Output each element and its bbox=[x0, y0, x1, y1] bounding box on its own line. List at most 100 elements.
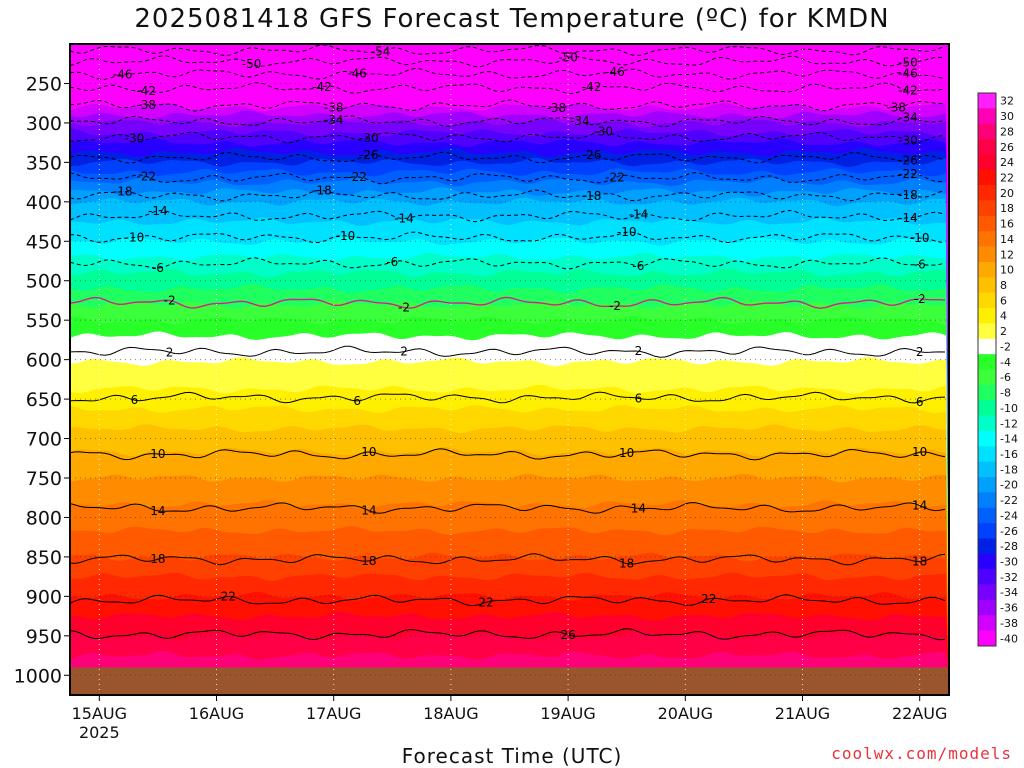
x-tick-label: 19AUG bbox=[540, 704, 595, 723]
contour-label: -18 bbox=[312, 183, 332, 197]
x-tick-label: 17AUG bbox=[306, 704, 361, 723]
colorbar-label: 32 bbox=[1000, 95, 1014, 108]
colorbar-swatch bbox=[978, 599, 996, 616]
colorbar-label: -4 bbox=[1000, 356, 1011, 369]
contour-line bbox=[69, 296, 946, 309]
colorbar-label: 2 bbox=[1000, 325, 1007, 338]
contour-label: -22 bbox=[605, 170, 625, 184]
contour-line bbox=[69, 99, 946, 112]
contour-label: -30 bbox=[125, 131, 145, 145]
contour-label: -6 bbox=[632, 259, 644, 273]
y-tick-label: 550 bbox=[26, 310, 62, 332]
contour-line bbox=[69, 257, 946, 270]
y-tick-label: 450 bbox=[26, 231, 62, 253]
colorbar-label: -24 bbox=[1000, 509, 1018, 522]
contour-label: -34 bbox=[324, 113, 344, 127]
credit-link[interactable]: coolwx.com/models bbox=[831, 744, 1012, 763]
colorbar-swatch bbox=[978, 93, 996, 109]
colorbar-swatch bbox=[978, 569, 996, 585]
contour-label: 18 bbox=[361, 554, 376, 568]
contour-line bbox=[69, 553, 946, 566]
colorbar-label: -28 bbox=[1000, 540, 1018, 553]
contour-label: -2 bbox=[164, 293, 176, 307]
contour-label: 22 bbox=[478, 595, 493, 609]
colorbar-frame bbox=[977, 92, 997, 647]
colorbar-label: 20 bbox=[1000, 187, 1014, 200]
colorbar-label: -36 bbox=[1000, 602, 1018, 615]
chart-title: 2025081418 GFS Forecast Temperature (ºC)… bbox=[134, 4, 890, 34]
x-tick-label: 15AUG bbox=[72, 704, 127, 723]
ground-surface bbox=[70, 667, 949, 695]
y-tick-label: 700 bbox=[26, 429, 62, 451]
contour-label: -10 bbox=[910, 231, 930, 245]
contour-label: -26 bbox=[898, 154, 918, 168]
colorbar-swatch bbox=[978, 400, 996, 416]
colorbar-swatch bbox=[978, 384, 996, 401]
contour-label: 2 bbox=[400, 345, 408, 359]
x-tick-label: 20AUG bbox=[658, 704, 713, 723]
contour-label: -30 bbox=[593, 125, 613, 139]
colorbar-swatch bbox=[978, 615, 996, 631]
contour-line bbox=[70, 131, 946, 144]
contour-label: -14 bbox=[898, 211, 918, 225]
colorbar-label: -32 bbox=[1000, 571, 1018, 584]
colorbar-label: -18 bbox=[1000, 463, 1018, 476]
colorbar-label: 6 bbox=[1000, 294, 1007, 307]
x-tick-label: 22AUG bbox=[892, 704, 947, 723]
contour-label: 14 bbox=[361, 504, 376, 518]
colorbar-label: 18 bbox=[1000, 202, 1014, 215]
contour-label: -34 bbox=[898, 110, 918, 124]
colorbar-label: 22 bbox=[1000, 171, 1014, 184]
contour-label: 6 bbox=[635, 391, 643, 405]
contour-label: -30 bbox=[898, 134, 918, 148]
contour-label: -10 bbox=[125, 231, 145, 245]
colorbar-label: -6 bbox=[1000, 371, 1011, 384]
colorbar-swatch bbox=[978, 477, 996, 493]
colorbar-swatch bbox=[978, 523, 996, 539]
y-tick-label: 400 bbox=[26, 192, 62, 214]
contour-label: 18 bbox=[150, 552, 165, 566]
colorbar-label: -10 bbox=[1000, 402, 1018, 415]
contour-label: 22 bbox=[221, 589, 236, 603]
contour-line bbox=[69, 345, 946, 358]
colorbar-label: 4 bbox=[1000, 310, 1007, 323]
contour-label: -14 bbox=[629, 207, 649, 221]
colorbar-label: 26 bbox=[1000, 141, 1014, 154]
contour-label: -14 bbox=[148, 204, 168, 218]
contour-label: -26 bbox=[582, 148, 602, 162]
contour-label: -42 bbox=[582, 80, 602, 94]
contour-line bbox=[69, 502, 946, 514]
colorbar-label: -34 bbox=[1000, 586, 1018, 599]
contour-label: 10 bbox=[912, 445, 927, 459]
contour-label: -54 bbox=[371, 44, 391, 58]
x-axis-title: Forecast Time (UTC) bbox=[401, 744, 623, 768]
contour-label: -14 bbox=[394, 212, 414, 226]
colorbar-swatch bbox=[978, 139, 996, 155]
contour-label: -10 bbox=[336, 229, 356, 243]
colorbar-swatch bbox=[978, 369, 996, 386]
colorbar-swatch bbox=[978, 277, 996, 293]
y-tick-label: 900 bbox=[26, 586, 62, 608]
colorbar-swatch bbox=[978, 415, 996, 432]
x-year-label: 2025 bbox=[79, 723, 120, 742]
colorbar-swatch bbox=[978, 123, 996, 140]
colorbar-swatch bbox=[978, 215, 996, 232]
colorbar-label: 24 bbox=[1000, 156, 1014, 169]
contour-label: -46 bbox=[347, 66, 367, 80]
contour-label: -42 bbox=[136, 84, 156, 98]
contour-label: -18 bbox=[113, 185, 133, 199]
contour-label: 18 bbox=[619, 557, 634, 571]
contour-line bbox=[69, 44, 946, 57]
contour-line bbox=[70, 231, 946, 244]
contour-label: -2 bbox=[609, 299, 621, 313]
y-tick-label: 1000 bbox=[14, 665, 62, 687]
y-tick-label: 250 bbox=[26, 73, 62, 95]
contour-line bbox=[69, 172, 946, 185]
colorbar-swatch bbox=[978, 261, 996, 278]
contour-label: -46 bbox=[605, 65, 625, 79]
y-tick-label: 500 bbox=[26, 271, 62, 293]
colorbar-label: -22 bbox=[1000, 494, 1018, 507]
plot-frame bbox=[69, 43, 950, 696]
colorbar-swatch bbox=[978, 630, 996, 647]
colorbar-label: -30 bbox=[1000, 556, 1018, 569]
